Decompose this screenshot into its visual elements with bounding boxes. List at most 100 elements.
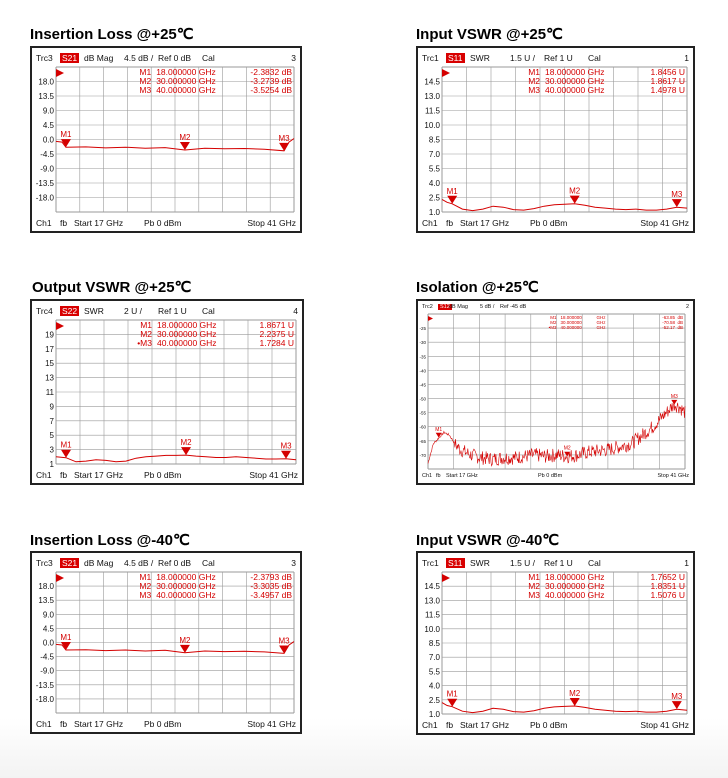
scale-label: 5 dB / bbox=[480, 304, 495, 310]
chart-isolation-25: -25 -30 -35 -40 -45 -50 -55 -60 -65 -70 M1 18.00000… bbox=[416, 299, 695, 485]
chart-title-insertion-loss-m40: Insertion Loss @-40℃ bbox=[30, 532, 190, 549]
trace-number: 1 bbox=[684, 558, 689, 568]
trace-number: 4 bbox=[293, 306, 298, 316]
trace-line bbox=[55, 454, 297, 463]
cal-label: Cal bbox=[202, 53, 215, 63]
marker-label-m1: M1 bbox=[60, 441, 72, 450]
y-tick-label: 14.5 bbox=[424, 582, 440, 591]
marker-name: M1 bbox=[140, 320, 152, 330]
marker-readout-m1: M1 18.000000 GHz -2.3793 dB bbox=[139, 572, 292, 582]
y-tick-label: 0.0 bbox=[43, 136, 55, 145]
channel-footer: Ch1 fb Start 17 GHz Pb 0 dBm Stop 41 GHz bbox=[36, 218, 296, 230]
marker-triangle-m3 bbox=[671, 701, 682, 710]
y-tick-label: 10.0 bbox=[424, 625, 440, 634]
start-frequency: Start 17 GHz bbox=[460, 217, 510, 228]
marker-readout-m3: M3 40.000000 GHz -3.5254 dB bbox=[139, 85, 292, 95]
trace-id: Trc4 bbox=[36, 306, 53, 316]
channel-label: Ch1 bbox=[422, 472, 433, 479]
plot-area: 18.0 13.5 9.0 4.5 0.0 -4.5 -9.0 -13.5 -18.0 M1 18.… bbox=[36, 571, 295, 714]
y-tick-label: 9.0 bbox=[43, 107, 55, 116]
y-tick-label: 13.0 bbox=[424, 596, 440, 605]
y-tick-label: 4.5 bbox=[43, 121, 55, 130]
trace-number: 3 bbox=[291, 53, 296, 63]
marker-value: -3.4957 dB bbox=[250, 590, 292, 600]
marker-value: 1.8351 U bbox=[651, 581, 686, 591]
y-tick-label: 7.0 bbox=[429, 653, 441, 662]
format-label: SWR bbox=[470, 53, 490, 63]
marker-readout-m3: M3 40.000000 GHz -3.4957 dB bbox=[139, 590, 292, 600]
power-label: Pb 0 dBm bbox=[144, 718, 182, 729]
channel-label: Ch1 bbox=[422, 719, 438, 730]
marker-value: 1.4978 U bbox=[651, 85, 686, 95]
parameter-badge: S21 bbox=[60, 53, 80, 63]
y-tick-label: 2.5 bbox=[429, 194, 441, 203]
marker-readout-m2: M2 30.000000 GHz 1.8351 U bbox=[528, 581, 685, 591]
channel-label: Ch1 bbox=[36, 217, 52, 228]
trace-line bbox=[427, 400, 686, 467]
marker-frequency: 30.000000 GHz bbox=[545, 581, 605, 591]
marker-readout-m3: •M3 40.000000 GHz -52.17 dB bbox=[549, 325, 683, 330]
marker-value: 1.8671 U bbox=[260, 320, 295, 330]
ref-label: Ref 1 U bbox=[544, 558, 573, 568]
y-tick-label: 11.5 bbox=[425, 611, 441, 620]
format-label: dB Mag bbox=[449, 304, 468, 310]
parameter-badge: S12 bbox=[438, 304, 452, 310]
ref-label: Ref 0 dB bbox=[158, 53, 192, 63]
fb-label: fb bbox=[436, 472, 441, 479]
stop-frequency: Stop 41 GHz bbox=[657, 472, 690, 479]
power-label: Pb 0 dBm bbox=[538, 472, 563, 479]
y-tick-label: 8.5 bbox=[429, 136, 441, 145]
parameter-badge: S21 bbox=[60, 558, 80, 568]
marker-value: -2.3832 dB bbox=[250, 67, 292, 77]
channel-footer: Ch1 fb Start 17 GHz Pb 0 dBm Stop 41 GHz bbox=[422, 218, 689, 230]
marker-name: M3 bbox=[528, 590, 540, 600]
y-tick-label: 9 bbox=[50, 402, 55, 411]
marker-triangle-m2 bbox=[569, 195, 580, 204]
marker-triangle-m3 bbox=[279, 142, 290, 151]
chart-title-input-vswr-m40: Input VSWR @-40℃ bbox=[416, 532, 560, 549]
y-tick-label: -9.0 bbox=[40, 667, 54, 676]
marker-name: M3 bbox=[528, 85, 540, 95]
marker-frequency: 18.000000 GHz bbox=[545, 572, 605, 582]
y-tick-label: -35 bbox=[419, 354, 426, 359]
y-tick-label: 1 bbox=[50, 460, 55, 469]
trace-header: Trc3 S21 dB Mag 4.5 dB / Ref 0 dB Cal 3 bbox=[36, 558, 296, 570]
marker-frequency: 40.000000 GHz bbox=[156, 85, 216, 95]
fb-label: fb bbox=[446, 719, 454, 730]
channel-label: Ch1 bbox=[36, 718, 52, 729]
marker-label-m1: M1 bbox=[447, 187, 459, 196]
power-label: Pb 0 dBm bbox=[530, 719, 568, 730]
trace-number: 1 bbox=[684, 53, 689, 63]
y-tick-label: 5.5 bbox=[429, 165, 441, 174]
scale-label: 2 U / bbox=[124, 306, 142, 316]
chart-title-output-vswr-25: Output VSWR @+25℃ bbox=[32, 279, 192, 296]
trace-id: Trc2 bbox=[422, 304, 433, 310]
marker-name: M2 bbox=[140, 329, 152, 339]
marker-triangle-m3 bbox=[671, 199, 682, 208]
plot-area: 14.5 13.0 11.5 10.0 8.5 7.0 5.5 4.0 2.5 1.0 M1 18.0… bbox=[424, 571, 688, 719]
marker-label-m2: M2 bbox=[180, 438, 192, 447]
reference-arrow bbox=[56, 322, 64, 330]
trace-header: Trc1 S11 SWR 1.5 U / Ref 1 U Cal 1 bbox=[422, 558, 689, 570]
y-tick-label: 14.5 bbox=[424, 78, 440, 87]
y-tick-label: 2.5 bbox=[429, 696, 441, 705]
y-tick-label: -70 bbox=[419, 453, 426, 458]
marker-label-m3: M3 bbox=[279, 134, 291, 143]
marker-triangle-m1 bbox=[447, 698, 458, 707]
y-tick-label: -65 bbox=[419, 439, 426, 444]
marker-frequency-unit: GHz bbox=[597, 325, 607, 330]
y-tick-label: 5 bbox=[50, 431, 55, 440]
reference-arrow bbox=[442, 69, 450, 77]
marker-label-m3: M3 bbox=[280, 442, 292, 451]
trace-line bbox=[55, 138, 295, 152]
marker-frequency: 40.000000 bbox=[561, 325, 583, 330]
marker-triangle-m2 bbox=[181, 447, 191, 456]
scale-label: 1.5 U / bbox=[510, 53, 536, 63]
trace-id: Trc3 bbox=[36, 558, 53, 568]
y-tick-label: -25 bbox=[419, 326, 426, 331]
y-tick-label: -13.5 bbox=[36, 681, 55, 690]
trace-id: Trc3 bbox=[36, 53, 53, 63]
trace-line bbox=[55, 641, 295, 654]
chart-title-input-vswr-25: Input VSWR @+25℃ bbox=[416, 26, 563, 43]
